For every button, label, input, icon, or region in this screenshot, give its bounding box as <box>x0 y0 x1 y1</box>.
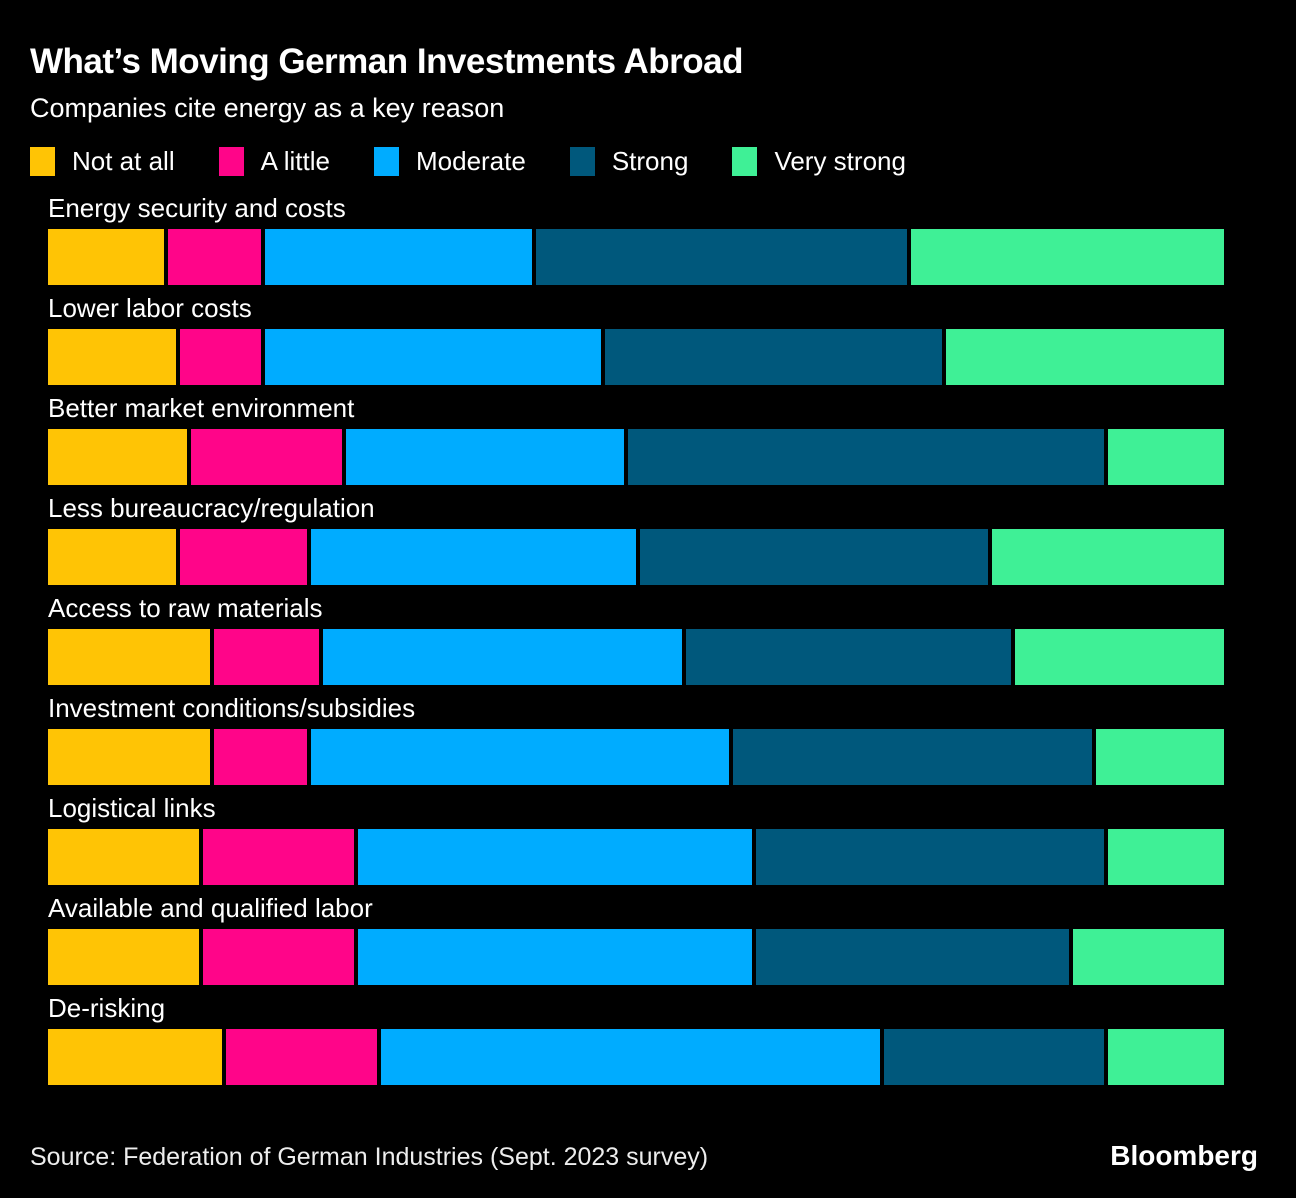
stacked-bar <box>48 1029 1224 1085</box>
stacked-bar <box>48 929 1224 985</box>
bar-segment-very-strong <box>1096 729 1224 785</box>
legend-item-moderate: Moderate <box>373 146 526 177</box>
bar-row: Energy security and costs <box>48 193 1224 293</box>
legend-swatch <box>30 147 55 176</box>
bar-segment-moderate <box>380 1029 880 1085</box>
legend-swatch <box>569 147 595 176</box>
stacked-bar <box>48 529 1224 585</box>
bar-row-label: Logistical links <box>48 793 216 823</box>
bar-segment-very-strong <box>1073 929 1224 985</box>
bar-segment-not-at-all <box>48 429 188 485</box>
bar-row-label: Available and qualified labor <box>48 893 373 923</box>
source-text: Source: Federation of German Industries … <box>30 1143 709 1171</box>
bar-segment-strong <box>756 829 1104 885</box>
bar-segment-strong <box>628 429 1104 485</box>
legend-swatch <box>218 147 244 176</box>
stacked-bar <box>48 629 1224 685</box>
bar-row-label: De-risking <box>48 993 166 1023</box>
bar-chart: Energy security and costs Lower labor cos… <box>48 193 1225 1093</box>
legend-swatch <box>373 147 399 176</box>
bloomberg-logo: Bloomberg <box>1110 1140 1258 1171</box>
bar-segment-not-at-all <box>48 1029 222 1085</box>
bar-row: Lower labor costs <box>48 293 1225 393</box>
legend-item-not-at-all: Not at all <box>30 146 175 177</box>
bar-segment-very-strong <box>1015 629 1224 685</box>
stacked-bar <box>48 329 1225 385</box>
bar-segment-moderate <box>357 829 752 885</box>
bar-row: Available and qualified labor <box>48 893 1224 993</box>
bar-segment-strong <box>639 529 988 585</box>
bar-segment-a-little <box>179 329 261 385</box>
bar-segment-a-little <box>191 429 342 485</box>
bar-row-label: Lower labor costs <box>48 293 252 323</box>
bar-segment-very-strong <box>1108 829 1224 885</box>
bar-segment-strong <box>756 929 1070 985</box>
stacked-bar <box>48 229 1224 285</box>
bar-row-label: Access to raw materials <box>48 593 323 623</box>
bar-segment-a-little <box>179 529 308 585</box>
bar-row: Less bureaucracy/regulation <box>48 493 1224 593</box>
bar-segment-strong <box>732 729 1093 785</box>
legend-label: Moderate <box>415 146 526 176</box>
bar-segment-moderate <box>346 429 625 485</box>
bar-row-label: Better market environment <box>48 393 355 423</box>
page-subtitle: Companies cite energy as a key reason <box>30 93 505 123</box>
legend-label: Very strong <box>774 146 906 176</box>
bar-segment-moderate <box>311 529 636 585</box>
bar-segment-not-at-all <box>48 929 199 985</box>
legend-item-strong: Strong <box>569 146 689 177</box>
bar-segment-moderate <box>264 329 602 385</box>
legend-item-very-strong: Very strong <box>732 146 906 177</box>
bar-segment-strong <box>535 229 907 285</box>
bar-segment-a-little <box>214 729 308 785</box>
bar-segment-a-little <box>168 229 261 285</box>
bar-segment-strong <box>883 1029 1104 1085</box>
bar-segment-very-strong <box>945 329 1225 385</box>
bar-segment-not-at-all <box>48 729 211 785</box>
bar-segment-not-at-all <box>48 229 164 285</box>
stacked-bar <box>48 729 1224 785</box>
footer: Source: Federation of German Industries … <box>30 1140 1258 1172</box>
bar-segment-a-little <box>226 1029 377 1085</box>
stacked-bar <box>48 829 1224 885</box>
legend-label: Not at all <box>72 146 175 176</box>
legend-label: Strong <box>611 146 689 176</box>
bar-segment-a-little <box>214 629 319 685</box>
bar-row-label: Less bureaucracy/regulation <box>48 493 375 523</box>
bar-row: De-risking <box>48 993 1224 1093</box>
bar-row: Access to raw materials <box>48 593 1224 693</box>
bar-row-label: Investment conditions/subsidies <box>48 693 416 723</box>
bar-segment-strong <box>686 629 1012 685</box>
bar-segment-very-strong <box>991 529 1224 585</box>
bar-segment-very-strong <box>1108 1029 1224 1085</box>
page-title: What’s Moving German Investments Abroad <box>30 42 744 81</box>
bar-segment-moderate <box>264 229 532 285</box>
bar-segment-a-little <box>202 929 354 985</box>
bar-segment-a-little <box>202 829 354 885</box>
bar-row: Better market environment <box>48 393 1224 493</box>
bar-segment-moderate <box>311 729 729 785</box>
legend-label: A little <box>260 146 330 176</box>
bar-segment-not-at-all <box>48 529 176 585</box>
bar-segment-not-at-all <box>48 629 211 685</box>
bar-segment-moderate <box>357 929 752 985</box>
legend: Not at all A little Moderate Strong Very str… <box>30 146 1266 177</box>
bar-segment-very-strong <box>910 229 1224 285</box>
legend-swatch <box>732 147 758 176</box>
bar-row: Investment conditions/subsidies <box>48 693 1224 793</box>
bar-segment-moderate <box>322 629 683 685</box>
bar-segment-strong <box>605 329 942 385</box>
stacked-bar <box>48 429 1224 485</box>
legend-item-a-little: A little <box>218 146 330 177</box>
bar-row-label: Energy security and costs <box>48 193 346 223</box>
bar-segment-not-at-all <box>48 329 176 385</box>
bar-segment-not-at-all <box>48 829 199 885</box>
bar-row: Logistical links <box>48 793 1224 893</box>
bar-segment-very-strong <box>1108 429 1224 485</box>
